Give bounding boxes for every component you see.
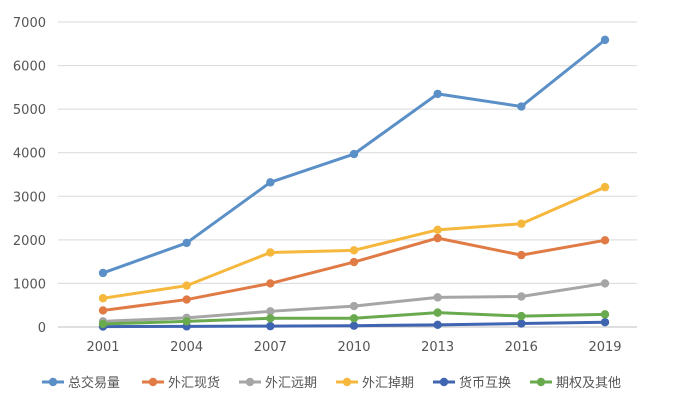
data-point: [349, 301, 359, 311]
y-tick-label: 7000: [13, 16, 46, 31]
data-point: [182, 317, 191, 326]
y-tick-label: 3000: [13, 190, 46, 205]
legend-label: 期权及其他: [556, 375, 621, 391]
gridlines: [58, 21, 637, 284]
series-lines: [98, 35, 610, 331]
data-point: [266, 279, 275, 288]
x-tick-label: 2010: [337, 340, 370, 355]
data-point: [182, 238, 191, 248]
y-tick-label: 0: [38, 321, 46, 336]
legend-swatch-marker: [48, 377, 58, 387]
data-point: [182, 281, 191, 290]
legend-item: 外汇现货: [142, 375, 220, 391]
y-tick-label: 5000: [13, 103, 46, 118]
y-tick-label: 4000: [13, 147, 46, 162]
data-point: [349, 257, 359, 267]
legend-label: 外汇远期: [265, 376, 317, 391]
data-point: [98, 268, 108, 278]
data-point: [600, 35, 610, 45]
legend-item: 外汇掉期: [336, 376, 414, 391]
series-6: [98, 308, 610, 329]
data-point: [433, 89, 442, 99]
x-tick-label: 2001: [86, 340, 119, 355]
data-point: [600, 310, 610, 319]
data-point: [349, 246, 359, 255]
data-point: [98, 319, 108, 329]
data-point: [433, 225, 442, 235]
legend-label: 外汇现货: [168, 375, 220, 391]
x-tick-label: 2016: [505, 340, 538, 355]
legend: 总交易量 外汇现货 外汇远期 外汇掉期 货币互换 期权及其他: [42, 375, 621, 391]
data-point: [517, 292, 526, 301]
series-2: [98, 233, 610, 315]
data-point: [517, 311, 526, 321]
data-point: [349, 314, 359, 323]
x-tick-label: 2019: [588, 340, 621, 355]
legend-label: 外汇掉期: [362, 376, 414, 391]
data-point: [517, 250, 526, 260]
y-tick-label: 2000: [13, 234, 46, 249]
legend-item: 货币互换: [433, 375, 511, 391]
x-tick-label: 2007: [254, 340, 287, 355]
data-point: [349, 149, 359, 159]
data-point: [182, 295, 191, 304]
y-tick-label: 1000: [13, 277, 46, 292]
legend-swatch-marker: [439, 377, 449, 387]
axes: 0 1000 2000 3000 4000 5000 6000 7000 2001 2004 200…: [13, 16, 637, 355]
data-point: [266, 307, 275, 316]
legend-swatch-marker: [342, 377, 352, 387]
data-point: [600, 236, 610, 245]
series-line: [101, 185, 607, 300]
legend-label: 总交易量: [68, 375, 120, 391]
data-point: [266, 248, 275, 257]
data-point: [600, 318, 610, 327]
x-tick-label: 2004: [170, 340, 203, 355]
data-point: [266, 321, 275, 331]
legend-item: 外汇远期: [239, 376, 317, 391]
data-point: [517, 102, 526, 111]
data-point: [433, 320, 442, 330]
data-point: [433, 293, 442, 302]
data-point: [98, 306, 108, 315]
legend-swatch-marker: [148, 377, 158, 387]
data-point: [600, 279, 610, 288]
legend-swatch-marker: [536, 377, 546, 387]
series-4: [98, 182, 610, 303]
data-point: [266, 178, 275, 187]
data-point: [349, 321, 359, 330]
legend-item: 期权及其他: [530, 375, 621, 391]
data-point: [433, 233, 442, 243]
legend-swatch-marker: [245, 377, 255, 387]
x-tick-label: 2013: [421, 340, 454, 355]
data-point: [517, 219, 526, 228]
data-point: [433, 308, 442, 317]
y-tick-label: 6000: [13, 60, 46, 75]
data-point: [600, 182, 610, 192]
legend-label: 货币互换: [459, 375, 511, 391]
data-point: [517, 319, 526, 328]
series-1: [98, 35, 610, 278]
data-point: [266, 314, 275, 323]
legend-item: 总交易量: [42, 375, 120, 391]
data-point: [98, 294, 108, 303]
